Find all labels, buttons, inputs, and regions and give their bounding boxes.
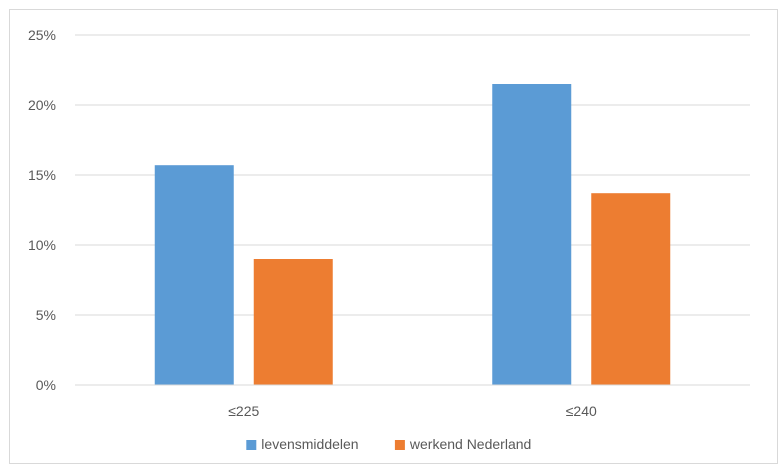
legend-swatch <box>246 440 257 450</box>
legend: levensmiddelen werkend Nederland <box>246 436 531 452</box>
y-tick-label: 20% <box>28 97 56 113</box>
x-axis-ticks: ≤225 ≤240 <box>228 403 597 419</box>
bar-werkend-nederland-2 <box>591 193 671 385</box>
y-tick-label: 10% <box>28 237 56 253</box>
bar-werkend-nederland-1 <box>253 259 333 385</box>
x-tick-label: ≤225 <box>228 403 259 419</box>
y-tick-label: 0% <box>36 377 56 393</box>
bar-levensmiddelen-2 <box>492 84 572 385</box>
legend-swatch <box>394 440 405 450</box>
y-tick-label: 15% <box>28 167 56 183</box>
bar-levensmiddelen-1 <box>154 165 234 385</box>
x-tick-label: ≤240 <box>566 403 597 419</box>
y-tick-label: 25% <box>28 27 56 43</box>
y-axis-ticks: 0% 5% 10% 15% 20% 25% <box>28 27 56 393</box>
bars <box>154 84 671 385</box>
legend-label: levensmiddelen <box>261 436 358 452</box>
y-tick-label: 5% <box>36 307 56 323</box>
legend-label: werkend Nederland <box>409 436 531 452</box>
